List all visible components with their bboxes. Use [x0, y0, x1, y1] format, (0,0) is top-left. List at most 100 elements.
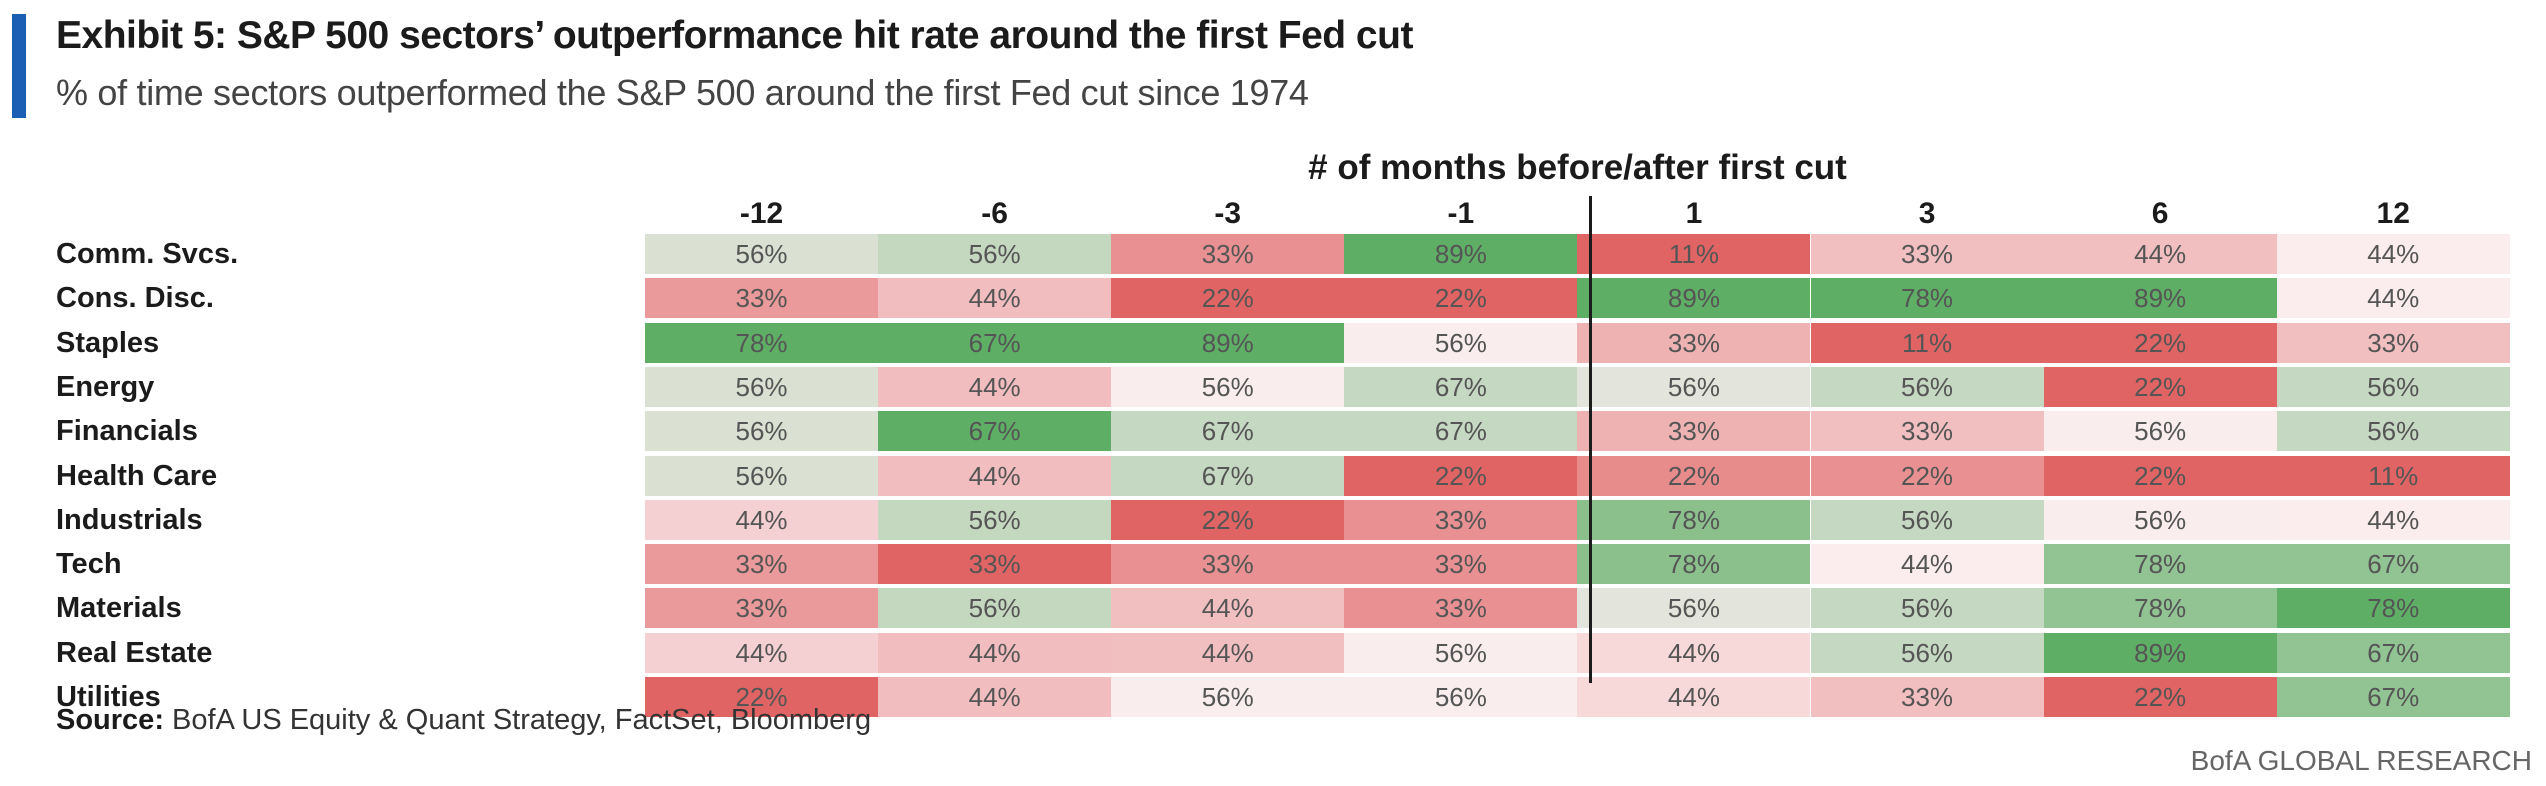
heatmap-cell: 56% — [2043, 411, 2277, 452]
heatmap-cell: 22% — [2043, 366, 2277, 407]
heatmap-cell: 33% — [2276, 322, 2510, 363]
heatmap-cell: 89% — [1344, 234, 1578, 274]
brand-footer: BofA GLOBAL RESEARCH — [2190, 745, 2532, 776]
heatmap-cell: 56% — [1577, 366, 1811, 407]
heatmap-cell: 56% — [1810, 366, 2044, 407]
heatmap-cell: 11% — [1810, 322, 2044, 363]
row-label: Energy — [56, 370, 155, 403]
heatmap-cell: 33% — [878, 544, 1112, 585]
column-header: -12 — [739, 197, 784, 230]
heatmap-cell: 44% — [1810, 544, 2044, 585]
column-group-label: # of months before/after first cut — [1308, 148, 1847, 187]
heatmap-cell: 56% — [2276, 411, 2510, 452]
heatmap-cell: 44% — [1577, 632, 1811, 673]
heatmap-cell: 33% — [1810, 677, 2044, 717]
heatmap-cell: 44% — [878, 455, 1112, 496]
heatmap-cell: 22% — [1810, 455, 2044, 496]
heatmap-cell: 11% — [2276, 455, 2510, 496]
heatmap-cell: 67% — [878, 411, 1112, 452]
heatmap-cell: 11% — [1577, 234, 1811, 274]
source-text: BofA US Equity & Quant Strategy, FactSet… — [163, 704, 872, 736]
column-header: -6 — [981, 197, 1008, 230]
heatmap-cell: 78% — [1577, 499, 1811, 540]
heatmap-cell: 22% — [2043, 322, 2277, 363]
heatmap-cell: 44% — [878, 677, 1112, 717]
heatmap-cell: 33% — [1810, 411, 2044, 452]
heatmap-cell: 22% — [1344, 278, 1578, 319]
row-label: Real Estate — [56, 636, 213, 669]
heatmap-cell: 56% — [645, 411, 879, 452]
heatmap-cell: 67% — [2276, 544, 2510, 585]
row-label: Staples — [56, 326, 160, 359]
heatmap-cell: 56% — [878, 588, 1112, 629]
heatmap-cell: 22% — [2043, 677, 2277, 717]
heatmap-cell: 44% — [645, 632, 879, 673]
heatmap-cell: 89% — [2043, 632, 2277, 673]
heatmap-cell: 33% — [1577, 322, 1811, 363]
heatmap-cell: 33% — [645, 278, 879, 319]
column-header: 1 — [1685, 197, 1703, 230]
row-label: Financials — [56, 415, 198, 448]
heatmap-cell: 22% — [2043, 455, 2277, 496]
heatmap-cell: 56% — [1810, 588, 2044, 629]
row-label: Materials — [56, 592, 182, 625]
heatmap-cell: 33% — [1810, 234, 2044, 274]
heatmap-cell: 44% — [1111, 588, 1345, 629]
chart-subtitle: % of time sectors outperformed the S&P 5… — [56, 72, 1309, 113]
heatmap-cell: 67% — [1111, 411, 1345, 452]
heatmap-cell: 56% — [1111, 677, 1345, 717]
row-label: Industrials — [56, 503, 203, 536]
chart-title: Exhibit 5: S&P 500 sectors’ outperforman… — [56, 14, 1413, 57]
heatmap-cell: 56% — [878, 234, 1112, 274]
heatmap-cell: 67% — [1344, 411, 1578, 452]
column-header: 3 — [1918, 197, 1936, 230]
heatmap-cell: 89% — [2043, 278, 2277, 319]
row-label: Health Care — [56, 459, 218, 492]
column-header: -3 — [1214, 197, 1242, 230]
heatmap-cell: 22% — [1344, 455, 1578, 496]
column-header: -1 — [1447, 197, 1475, 230]
heatmap-cell: 89% — [1577, 278, 1811, 319]
heatmap-cell: 78% — [2276, 588, 2510, 629]
before-after-divider — [1589, 196, 1592, 683]
heatmap-cell: 67% — [1344, 366, 1578, 407]
heatmap-cell: 67% — [1111, 455, 1345, 496]
heatmap-cell: 56% — [2276, 366, 2510, 407]
column-header: 12 — [2376, 197, 2410, 230]
heatmap-cell: 78% — [2043, 544, 2277, 585]
heatmap-cell: 56% — [2043, 499, 2277, 540]
title-accent-bar — [12, 14, 26, 118]
heatmap-cell: 33% — [1344, 588, 1578, 629]
heatmap-cell: 44% — [1111, 632, 1345, 673]
heatmap-cell: 56% — [1344, 632, 1578, 673]
heatmap-cell: 56% — [1810, 499, 2044, 540]
heatmap-cell: 44% — [2043, 234, 2277, 274]
heatmap-cell: 56% — [1344, 677, 1578, 717]
heatmap-cell: 78% — [1577, 544, 1811, 585]
heatmap-cell: 78% — [645, 322, 879, 363]
heatmap-cell: 44% — [878, 632, 1112, 673]
heatmap-cell: 22% — [1111, 278, 1345, 319]
source-label: Source: — [56, 704, 164, 736]
heatmap-cell: 56% — [645, 366, 879, 407]
row-label: Tech — [56, 548, 122, 581]
heatmap-cell: 33% — [1344, 544, 1578, 585]
heatmap-cell: 22% — [645, 677, 879, 717]
row-label: Utilities — [56, 681, 161, 713]
heatmap-cell: 67% — [2276, 632, 2510, 673]
heatmap-cell: 33% — [1344, 499, 1578, 540]
source-note: Source: BofA US Equity & Quant Strategy,… — [56, 704, 871, 737]
heatmap-cell: 56% — [1344, 322, 1578, 363]
heatmap-cell: 33% — [1577, 411, 1811, 452]
heatmap-cell: 44% — [2276, 278, 2510, 319]
heatmap-cell: 67% — [878, 322, 1112, 363]
heatmap-cell: 22% — [1111, 499, 1345, 540]
heatmap-cell: 44% — [645, 499, 879, 540]
heatmap-cell: 44% — [1577, 677, 1811, 717]
heatmap-cell: 89% — [1111, 322, 1345, 363]
heatmap-cell: 56% — [1577, 588, 1811, 629]
row-label: Cons. Disc. — [56, 282, 214, 315]
heatmap-cell: 44% — [878, 366, 1112, 407]
heatmap-cell: 56% — [1810, 632, 2044, 673]
heatmap-cell: 56% — [878, 499, 1112, 540]
